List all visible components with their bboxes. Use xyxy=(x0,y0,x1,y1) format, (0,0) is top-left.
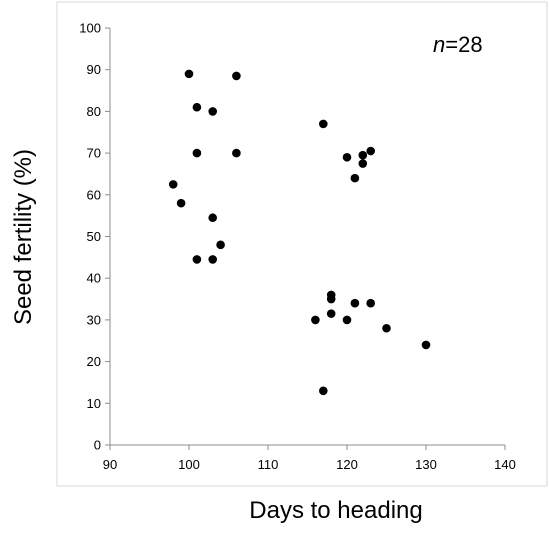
data-point xyxy=(366,298,376,308)
x-tick-label: 130 xyxy=(415,457,437,472)
x-tick-label: 100 xyxy=(178,457,200,472)
data-point xyxy=(358,150,368,160)
data-point xyxy=(192,148,202,158)
data-point xyxy=(192,102,202,112)
y-tick-label: 100 xyxy=(79,21,101,36)
annotation-rest: =28 xyxy=(445,32,482,57)
sample-size-annotation: n=28 xyxy=(433,32,483,57)
data-point xyxy=(342,152,352,162)
data-point xyxy=(342,315,352,325)
y-axis-title: Seed fertility (%) xyxy=(10,149,37,325)
y-tick-label: 20 xyxy=(87,354,101,369)
data-point xyxy=(232,71,241,81)
x-tick-label: 120 xyxy=(336,457,358,472)
data-point xyxy=(358,159,368,168)
data-point xyxy=(366,146,376,156)
data-point xyxy=(350,173,360,183)
data-point xyxy=(326,309,336,318)
x-tick-label: 90 xyxy=(103,457,117,472)
y-tick-label: 70 xyxy=(87,146,101,161)
data-point xyxy=(208,255,217,264)
data-point xyxy=(208,213,217,223)
y-tick-label: 0 xyxy=(94,438,101,453)
y-tick-label: 50 xyxy=(87,229,101,244)
data-point xyxy=(311,315,320,325)
data-point xyxy=(319,386,328,396)
y-tick-label: 60 xyxy=(87,187,101,202)
x-tick-label: 140 xyxy=(494,457,516,472)
data-point xyxy=(232,148,241,158)
data-point xyxy=(168,180,178,189)
x-axis-title: Days to heading xyxy=(249,497,422,524)
y-tick-label: 40 xyxy=(87,271,101,286)
y-tick-label: 10 xyxy=(87,396,101,411)
data-point xyxy=(319,119,328,129)
data-point xyxy=(382,323,391,333)
data-point xyxy=(326,294,336,304)
y-tick-label: 80 xyxy=(87,104,101,119)
data-point xyxy=(421,340,431,350)
x-tick-label: 110 xyxy=(258,457,279,472)
annotation-italic: n xyxy=(433,32,445,57)
data-point xyxy=(176,198,186,208)
y-tick-label: 90 xyxy=(87,62,101,77)
data-point xyxy=(184,69,194,79)
data-points xyxy=(168,69,431,396)
y-tick-label: 30 xyxy=(87,312,101,327)
data-point xyxy=(208,107,217,116)
chart-border xyxy=(56,1,548,487)
axes: 0 10 20 30 40 50 60 70 80 90 100 90 100 110 120 130 140 xyxy=(79,21,516,473)
data-point xyxy=(350,298,360,308)
data-point xyxy=(192,255,202,264)
data-point xyxy=(216,240,225,250)
